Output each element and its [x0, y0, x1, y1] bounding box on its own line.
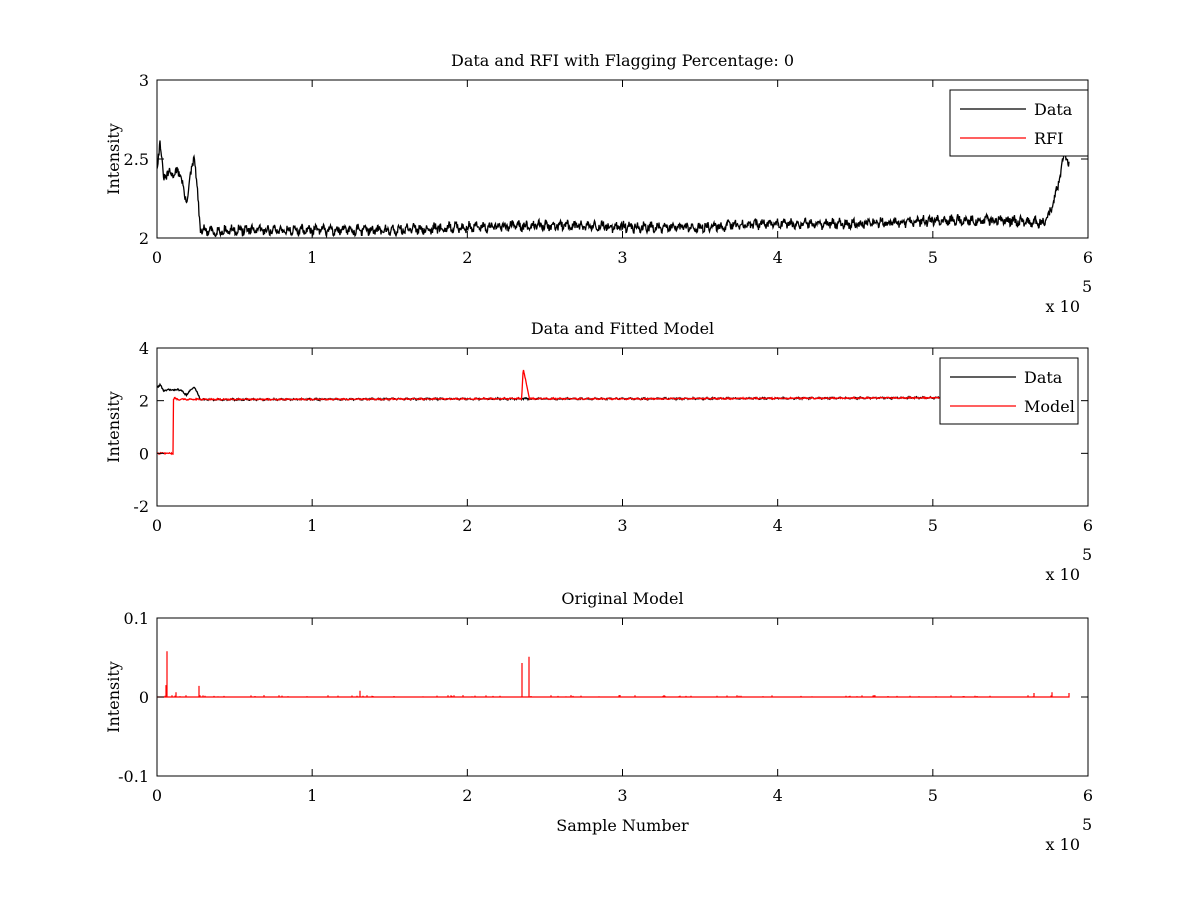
- x-tick-label: 4: [773, 786, 783, 805]
- plot-area: [157, 140, 1070, 238]
- x-tick-label: 4: [773, 516, 783, 535]
- series-line-1: [157, 651, 1070, 698]
- x-exponent-base: x 10: [1046, 297, 1080, 316]
- x-axis-label: Sample Number: [556, 816, 689, 835]
- y-tick-label: 0: [139, 688, 149, 707]
- legend-box: [939, 357, 1079, 425]
- x-tick-label: 0: [152, 786, 162, 805]
- x-tick-label: 5: [928, 516, 938, 535]
- y-tick-label: -2: [133, 497, 149, 516]
- x-tick-label: 4: [773, 248, 783, 267]
- series-line-2: [157, 369, 1042, 456]
- x-tick-label: 3: [617, 786, 627, 805]
- axes-box: [156, 79, 1089, 239]
- x-exponent-base: x 10: [1046, 565, 1080, 584]
- y-tick-label: 0: [139, 444, 149, 463]
- legend: Data Model: [939, 357, 1079, 425]
- plot-area: [157, 651, 1070, 698]
- legend-label: Data: [1034, 100, 1073, 119]
- y-tick-label: 2: [139, 229, 149, 248]
- y-tick-label: 3: [139, 71, 149, 90]
- x-tick-label: 5: [928, 248, 938, 267]
- legend-label: Data: [1024, 368, 1063, 387]
- x-tick-label: 1: [307, 516, 317, 535]
- axes-box: [156, 347, 1089, 507]
- y-tick-label: 0.1: [124, 609, 149, 628]
- plot-area: [157, 369, 1042, 456]
- y-axis-label: Intensity: [104, 661, 123, 733]
- x-tick-label: 5: [928, 786, 938, 805]
- x-tick-label: 0: [152, 516, 162, 535]
- x-exponent-power: 5: [1082, 815, 1092, 834]
- y-tick-label: 4: [139, 339, 149, 358]
- chart-title: Data and RFI with Flagging Percentage: 0: [451, 51, 794, 70]
- y-tick-label: 2: [139, 392, 149, 411]
- y-tick-label: -0.1: [118, 767, 149, 786]
- x-tick-label: 1: [307, 786, 317, 805]
- x-tick-label: 3: [617, 516, 627, 535]
- x-tick-label: 6: [1083, 516, 1093, 535]
- x-tick-label: 3: [617, 248, 627, 267]
- y-tick-label: 2.5: [124, 150, 149, 169]
- y-axis-label: Intensity: [104, 123, 123, 195]
- x-exponent-power: 5: [1082, 277, 1092, 296]
- subplot-1: 0 1 2 3 4 5 6 3 2.5 2 Data and RFI with Flagging P…: [104, 51, 1093, 316]
- legend-box: [949, 89, 1089, 157]
- y-axis-label: Intensity: [104, 391, 123, 463]
- chart-title: Data and Fitted Model: [531, 319, 714, 338]
- legend-label: Model: [1024, 397, 1075, 416]
- x-tick-label: 6: [1083, 786, 1093, 805]
- x-tick-label: 0: [152, 248, 162, 267]
- legend-label: RFI: [1034, 129, 1063, 148]
- legend: Data RFI: [949, 89, 1089, 157]
- x-tick-label: 2: [462, 516, 472, 535]
- chart-title: Original Model: [561, 589, 683, 608]
- series-line-1: [157, 140, 1070, 238]
- x-exponent-power: 5: [1082, 545, 1092, 564]
- x-exponent-base: x 10: [1046, 835, 1080, 854]
- x-tick-label: 2: [462, 248, 472, 267]
- x-tick-label: 2: [462, 786, 472, 805]
- x-tick-label: 6: [1083, 248, 1093, 267]
- x-tick-label: 1: [307, 248, 317, 267]
